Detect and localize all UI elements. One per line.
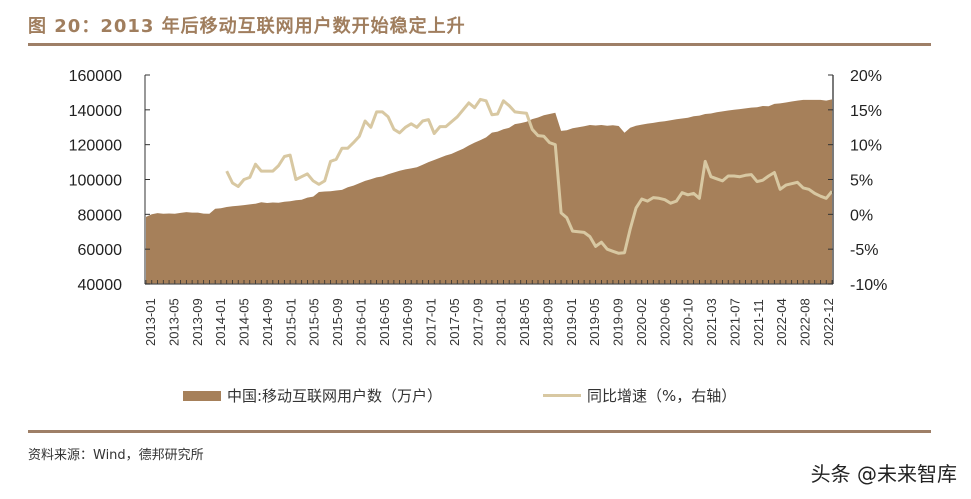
right-y-tick-label: 10% — [850, 138, 882, 155]
title-divider — [28, 43, 931, 46]
area-swatch-icon — [183, 390, 221, 401]
left-y-tick-label: 40000 — [78, 277, 123, 294]
right-y-tick-label: -5% — [850, 242, 878, 259]
users-area-series — [146, 99, 832, 285]
left-y-tick-label: 80000 — [78, 207, 123, 224]
axes — [144, 74, 834, 285]
x-tick-label: 2017-09 — [470, 298, 485, 346]
x-tick-label: 2013-05 — [166, 298, 181, 346]
x-tick-label: 2020-10 — [681, 298, 696, 346]
left-y-tick-label: 160000 — [69, 68, 122, 85]
x-tick-label: 2019-05 — [587, 298, 602, 346]
x-tick-label: 2022-08 — [798, 298, 813, 346]
right-y-tick-label: -10% — [850, 277, 887, 294]
left-y-tick-label: 100000 — [69, 173, 122, 190]
right-y-axis-labels: 20% 15% 10% 5% 0% -5% -10% — [850, 68, 887, 294]
left-y-tick-label: 120000 — [69, 138, 122, 155]
x-tick-label: 2019-09 — [611, 298, 626, 346]
x-tick-label: 2020-06 — [657, 298, 672, 346]
x-tick-label: 2017-01 — [424, 298, 439, 346]
x-tick-label: 2021-07 — [727, 298, 742, 346]
growth-line-series — [225, 97, 834, 255]
chart-title: 图 20：2013 年后移动互联网用户数开始稳定上升 — [28, 16, 466, 37]
source-note: 资料来源：Wind，德邦研究所 — [28, 448, 204, 463]
legend-item-growth: 同比增速（%，右轴） — [543, 385, 736, 406]
x-tick-label: 2014-01 — [213, 298, 228, 346]
left-y-tick-label: 60000 — [78, 242, 123, 259]
x-tick-label: 2021-11 — [751, 299, 766, 346]
left-y-tick-label: 140000 — [69, 103, 122, 120]
x-tick-label: 2016-09 — [400, 298, 415, 346]
chart-canvas: 160000140000120000100000800006000040000 … — [69, 68, 888, 346]
x-tick-label: 2016-05 — [377, 298, 392, 346]
x-tick-label: 2013-01 — [143, 298, 158, 346]
legend-item-users: 中国:移动互联网用户数（万户） — [183, 385, 442, 406]
x-tick-label: 2018-09 — [540, 298, 555, 346]
x-tick-label: 2015-09 — [330, 298, 345, 346]
x-tick-label: 2022-12 — [821, 298, 836, 346]
right-y-tick-label: 15% — [850, 103, 882, 120]
x-tick-label: 2015-05 — [307, 298, 322, 346]
x-tick-label: 2014-09 — [260, 298, 275, 346]
x-tick-label: 2022-04 — [774, 298, 789, 346]
x-tick-label: 2015-01 — [283, 298, 298, 346]
right-y-tick-label: 0% — [850, 207, 873, 224]
right-y-tick-label: 5% — [850, 173, 873, 190]
x-tick-label: 2021-03 — [704, 298, 719, 346]
x-tick-label: 2018-01 — [494, 298, 509, 346]
x-tick-label: 2018-05 — [517, 298, 532, 346]
x-tick-label: 2016-01 — [353, 298, 368, 346]
watermark: 头条 @未来智库 — [810, 462, 957, 486]
x-axis-labels: 2013-01 2013-05 2013-09 2014-01 2014-05 2014-… — [143, 298, 836, 346]
x-tick-label: 2013-09 — [190, 298, 205, 346]
right-y-tick-label: 20% — [850, 68, 882, 85]
x-tick-label: 2020-02 — [634, 298, 649, 346]
x-tick-label: 2017-05 — [447, 298, 462, 346]
footer-divider — [28, 430, 931, 433]
x-tick-label: 2019-01 — [564, 298, 579, 346]
x-tick-label: 2014-05 — [237, 298, 252, 346]
legend-label-users: 中国:移动互联网用户数（万户） — [227, 387, 443, 405]
line-swatch-icon — [543, 394, 581, 397]
left-y-axis-labels: 160000 140000 120000 100000 80000 60000 40000 — [69, 68, 122, 294]
legend-label-growth: 同比增速（%，右轴） — [587, 387, 737, 405]
